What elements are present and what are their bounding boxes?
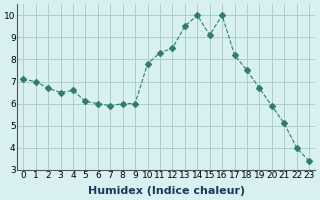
X-axis label: Humidex (Indice chaleur): Humidex (Indice chaleur) [88, 186, 245, 196]
